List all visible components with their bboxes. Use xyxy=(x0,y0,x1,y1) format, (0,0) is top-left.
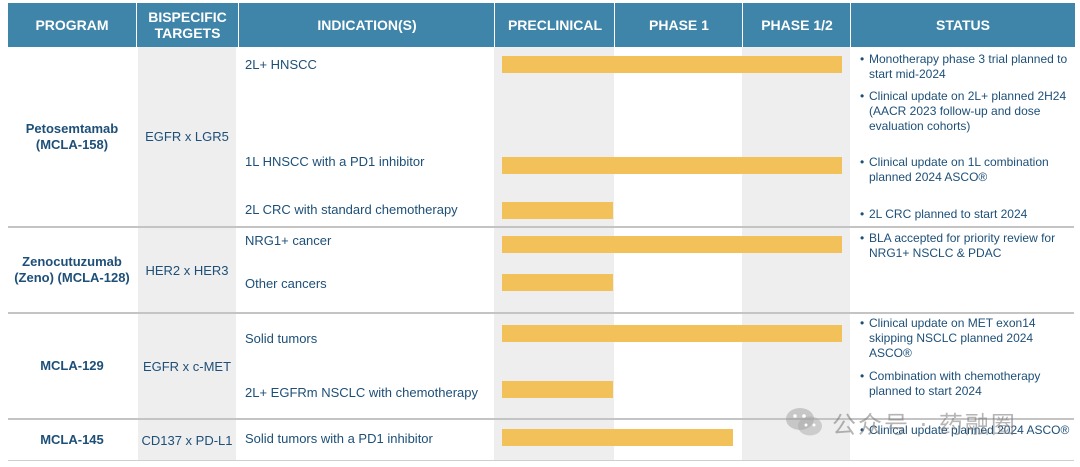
stage-bar xyxy=(502,381,613,398)
status-item: • Monotherapy phase 3 trial planned to st… xyxy=(860,52,1072,82)
status-text: Clinical update on MET exon14 skipping N… xyxy=(869,316,1036,360)
bispecific-targets: CD137 x PD-L1 xyxy=(141,432,233,448)
row-divider xyxy=(8,312,1074,314)
status-text: BLA accepted for priority review for NRG… xyxy=(869,231,1056,260)
header-program: PROGRAM xyxy=(8,3,136,47)
phase12-column-band xyxy=(742,47,850,461)
bispecific-targets: EGFR x LGR5 xyxy=(145,129,229,144)
header-status: STATUS xyxy=(850,3,1075,47)
header-targets: BISPECIFIC TARGETS xyxy=(136,3,238,47)
stage-bar xyxy=(502,236,842,253)
header-preclinical: PRECLINICAL xyxy=(494,3,615,47)
status-item: • Clinical update on 1L combination plann… xyxy=(860,155,1072,185)
stage-bar xyxy=(502,202,613,219)
stage-bar xyxy=(502,429,733,446)
stage-bar xyxy=(502,56,842,73)
indication-label: 2L CRC with standard chemotherapy xyxy=(245,202,458,217)
header-phase12: PHASE 1/2 xyxy=(742,3,851,47)
status-text: Clinical update planned 2024 ASCO® xyxy=(869,423,1070,437)
program-name: Petosemtamab (MCLA-158) xyxy=(25,120,119,152)
bispecific-targets: EGFR x c-MET xyxy=(142,358,232,374)
indication-label: 1L HNSCC with a PD1 inhibitor xyxy=(245,154,425,169)
targets-column-band xyxy=(138,47,236,461)
status-text: Clinical update on 1L combination planne… xyxy=(869,155,1049,184)
bispecific-targets: HER2 x HER3 xyxy=(145,262,229,278)
indication-label: 2L+ HNSCC xyxy=(245,57,317,72)
status-item: • Combination with chemotherapy planned t… xyxy=(860,369,1072,399)
status-item: • Clinical update planned 2024 ASCO® xyxy=(860,423,1072,438)
status-text: Clinical update on 2L+ planned 2H24 (AAC… xyxy=(869,89,1067,133)
indication-label: Solid tumors with a PD1 inhibitor xyxy=(245,431,433,446)
status-item: • Clinical update on 2L+ planned 2H24 (AA… xyxy=(860,89,1072,134)
indication-label: NRG1+ cancer xyxy=(245,233,332,248)
preclinical-column-band xyxy=(494,47,614,461)
status-item: • 2L CRC planned to start 2024 xyxy=(860,207,1072,222)
header-phase1: PHASE 1 xyxy=(614,3,743,47)
stage-bar xyxy=(502,274,613,291)
row-divider xyxy=(8,418,1074,420)
indication-label: 2L+ EGFRm NSCLC with chemotherapy xyxy=(245,385,479,400)
indication-label: Solid tumors xyxy=(245,331,318,346)
program-name: MCLA-145 xyxy=(40,432,104,447)
header-indications: INDICATION(S) xyxy=(238,3,495,47)
status-text: Monotherapy phase 3 trial planned to sta… xyxy=(869,52,1068,81)
row-divider xyxy=(8,226,1074,228)
stage-bar xyxy=(502,157,842,174)
status-text: 2L CRC planned to start 2024 xyxy=(869,207,1028,221)
stage-bar xyxy=(502,325,842,342)
watermark: 公众号 · 药融圈 xyxy=(784,402,1054,442)
program-name: Zenocutuzumab (Zeno) (MCLA-128) xyxy=(14,254,130,285)
status-item: • BLA accepted for priority review for NR… xyxy=(860,231,1072,261)
program-name: MCLA-129 xyxy=(40,358,104,373)
indication-label: Other cancers xyxy=(245,276,327,291)
wechat-icon xyxy=(786,408,822,436)
watermark-text: 公众号 · 药融圈 xyxy=(832,410,1017,439)
row-divider xyxy=(8,460,1074,461)
status-item: • Clinical update on MET exon14 skipping … xyxy=(860,316,1072,361)
status-text: Combination with chemotherapy planned to… xyxy=(869,369,1041,398)
